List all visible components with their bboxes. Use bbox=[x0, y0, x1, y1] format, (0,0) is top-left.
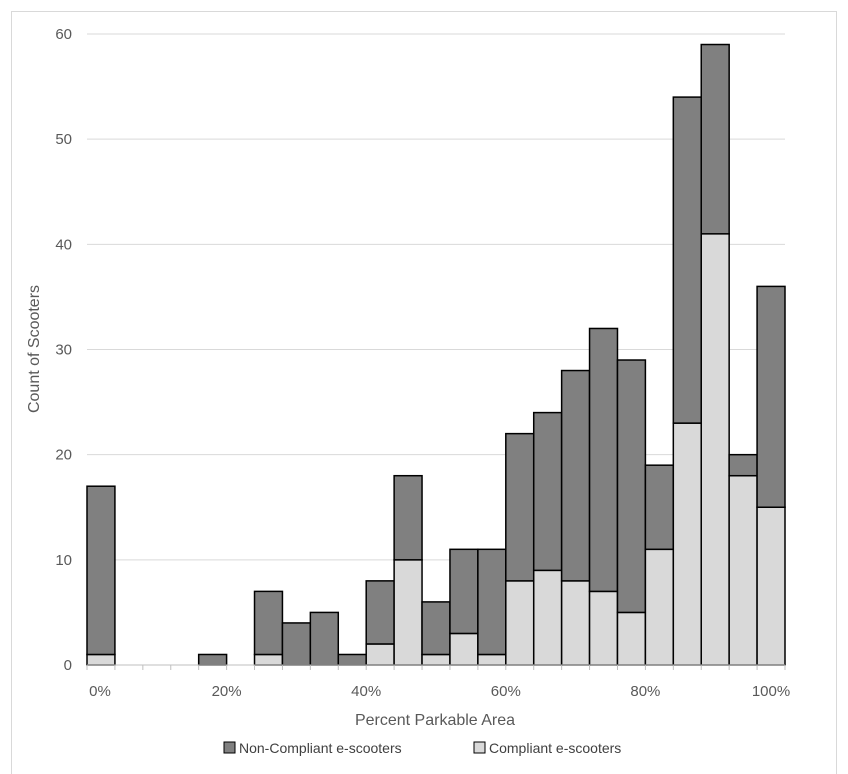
legend-swatch-compliant bbox=[473, 741, 486, 754]
bar-non-compliant-19 bbox=[616, 359, 647, 614]
x-tick-labels: 0% 20% 40% 60% 80% 100% bbox=[89, 683, 790, 700]
y-axis-title: Count of Scooters bbox=[26, 285, 43, 413]
bar-non-compliant-15 bbox=[505, 432, 535, 582]
bar-compliant-17 bbox=[560, 580, 591, 666]
bar-non-compliant-13 bbox=[449, 548, 479, 635]
legend-swatch-non-compliant bbox=[223, 741, 236, 754]
bar-non-compliant-9 bbox=[337, 653, 367, 666]
bar-non-compliant-12 bbox=[421, 601, 451, 656]
bar-compliant-12 bbox=[421, 653, 451, 666]
bar-non-compliant-11 bbox=[393, 474, 423, 561]
bar-compliant-16 bbox=[532, 569, 563, 666]
bar-non-compliant-14 bbox=[477, 548, 507, 656]
bar-non-compliant-17 bbox=[560, 369, 591, 582]
bar-compliant-11 bbox=[393, 559, 423, 666]
bar-non-compliant-21 bbox=[672, 96, 702, 424]
bar-non-compliant-7 bbox=[281, 622, 312, 666]
bar-non-compliant-24 bbox=[756, 285, 786, 508]
x-tick-label-0: 0% bbox=[89, 683, 111, 700]
bar-non-compliant-22 bbox=[700, 43, 730, 235]
bar-compliant-0 bbox=[86, 653, 116, 666]
x-tick-label-80: 80% bbox=[630, 683, 660, 700]
bar-non-compliant-16 bbox=[532, 411, 563, 572]
bar-non-compliant-23 bbox=[728, 453, 758, 477]
bars bbox=[86, 43, 786, 666]
bar-compliant-22 bbox=[700, 233, 730, 666]
y-tick-label-10: 10 bbox=[55, 552, 72, 569]
bar-non-compliant-4 bbox=[197, 653, 228, 666]
x-tick-label-60: 60% bbox=[491, 683, 521, 700]
bar-compliant-21 bbox=[672, 422, 702, 666]
bar-compliant-19 bbox=[616, 611, 647, 666]
bar-non-compliant-10 bbox=[365, 580, 395, 645]
bar-compliant-6 bbox=[253, 653, 284, 666]
bar-non-compliant-18 bbox=[588, 327, 619, 593]
bar-compliant-18 bbox=[588, 590, 619, 666]
legend-label-non-compliant: Non-Compliant e-scooters bbox=[239, 740, 402, 756]
y-tick-labels: 0 10 20 30 40 50 60 bbox=[55, 26, 72, 674]
y-tick-label-60: 60 bbox=[55, 26, 72, 43]
x-tick-label-20: 20% bbox=[212, 683, 242, 700]
bar-non-compliant-6 bbox=[253, 590, 284, 656]
y-tick-label-20: 20 bbox=[55, 447, 72, 464]
axes bbox=[86, 664, 786, 670]
gridlines bbox=[87, 33, 785, 561]
legend-label-compliant: Compliant e-scooters bbox=[489, 740, 621, 756]
bar-non-compliant-0 bbox=[86, 485, 116, 656]
bar-non-compliant-8 bbox=[309, 611, 340, 666]
bar-compliant-15 bbox=[505, 580, 535, 666]
x-tick-label-40: 40% bbox=[351, 683, 381, 700]
bar-compliant-20 bbox=[644, 548, 675, 666]
bar-compliant-14 bbox=[477, 653, 507, 666]
bar-compliant-23 bbox=[728, 474, 758, 666]
x-axis-title: Percent Parkable Area bbox=[355, 712, 515, 729]
bar-non-compliant-20 bbox=[644, 464, 675, 551]
y-tick-label-40: 40 bbox=[55, 236, 72, 253]
bar-compliant-13 bbox=[449, 632, 479, 666]
legend: Non-Compliant e-scooters Compliant e-sco… bbox=[223, 740, 621, 756]
bar-compliant-10 bbox=[365, 643, 395, 666]
x-tick-label-100: 100% bbox=[752, 683, 790, 700]
y-tick-label-0: 0 bbox=[64, 657, 72, 674]
y-tick-label-50: 50 bbox=[55, 131, 72, 148]
bar-compliant-24 bbox=[756, 506, 786, 666]
y-tick-label-30: 30 bbox=[55, 342, 72, 359]
